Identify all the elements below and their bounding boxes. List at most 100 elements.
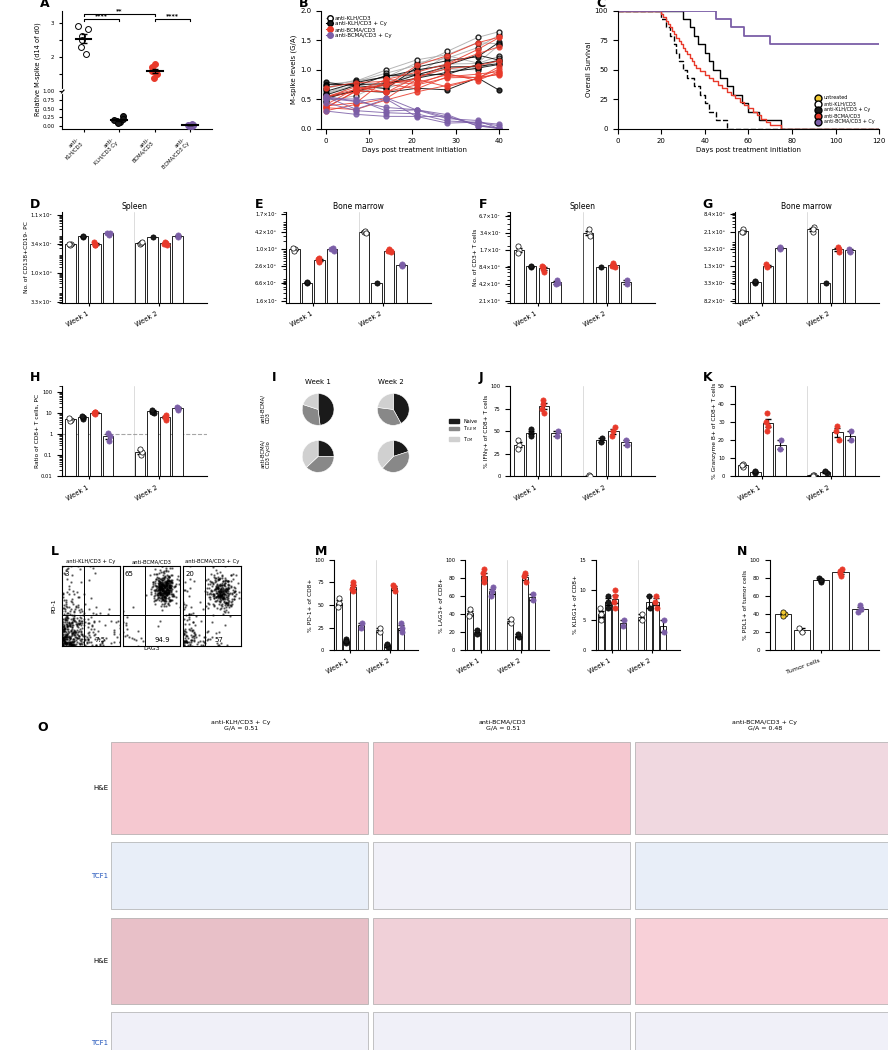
Text: 20: 20: [186, 571, 194, 576]
Point: [813, 813, 828, 830]
Point: [157, 585, 171, 602]
Point: [579, 793, 593, 810]
Point: [182, 609, 196, 626]
Point: [220, 579, 234, 595]
Point: [66, 595, 80, 612]
Point: [816, 943, 830, 960]
Point: [156, 586, 170, 603]
Point: [732, 807, 746, 824]
Point: [288, 757, 302, 774]
Point: [203, 572, 218, 589]
Point: [221, 573, 235, 590]
Text: anti-KLH/CD3 + Cy
G/A = 0.51: anti-KLH/CD3 + Cy G/A = 0.51: [211, 719, 271, 731]
Point: [199, 597, 213, 614]
Point: [833, 769, 847, 785]
Point: [146, 228, 160, 245]
Point: [59, 608, 74, 625]
Point: [486, 939, 500, 956]
Point: [707, 762, 721, 779]
Bar: [526, 433, 536, 477]
Bar: [596, 268, 606, 1050]
Point: [67, 603, 81, 620]
Point: [804, 768, 818, 784]
Point: [222, 984, 236, 1001]
Point: [211, 588, 226, 605]
Point: [759, 814, 773, 831]
Point: [567, 953, 582, 970]
Point: [73, 616, 87, 633]
Point: [620, 272, 634, 289]
Point: [122, 628, 136, 645]
Point: [176, 1022, 190, 1038]
Point: [736, 459, 750, 476]
Point: [511, 441, 525, 458]
Point: [567, 929, 582, 946]
Point: [251, 931, 266, 948]
Point: [821, 803, 835, 820]
Point: [421, 941, 435, 958]
Point: [162, 579, 176, 595]
Bar: [78, 236, 88, 1050]
Point: [65, 625, 79, 642]
Point: [606, 427, 620, 444]
Bar: [738, 231, 748, 1050]
Point: [211, 580, 226, 596]
Point: [65, 627, 79, 644]
Point: [217, 589, 231, 606]
Point: [151, 582, 165, 598]
Point: [75, 633, 90, 650]
Point: [760, 404, 774, 421]
Point: [72, 602, 86, 618]
Point: [120, 627, 134, 644]
Point: [152, 576, 166, 593]
Point: [146, 575, 160, 592]
Point: [62, 236, 76, 253]
Point: [186, 628, 200, 645]
Point: [277, 926, 291, 943]
Point: [832, 240, 846, 257]
Point: [217, 576, 231, 593]
Point: [197, 629, 211, 646]
Point: [71, 623, 85, 639]
Point: [68, 632, 83, 649]
Point: [145, 581, 159, 597]
Bar: [160, 244, 170, 1050]
Point: [193, 975, 207, 992]
Point: [60, 621, 75, 637]
Y-axis label: % LAG3+ of CD8+: % LAG3+ of CD8+: [439, 578, 444, 632]
Point: [199, 572, 213, 589]
Point: [135, 968, 149, 985]
Point: [74, 632, 88, 649]
Point: [151, 570, 165, 587]
Point: [814, 750, 829, 766]
Point: [155, 582, 170, 598]
Point: [218, 588, 233, 605]
Point: [63, 634, 77, 651]
Point: [177, 634, 191, 651]
Point: [714, 764, 728, 781]
Point: [455, 983, 469, 1000]
Point: [822, 947, 836, 964]
Text: N: N: [737, 545, 748, 559]
Point: [71, 589, 85, 606]
Point: [179, 627, 194, 644]
Point: [181, 621, 195, 637]
Point: [511, 437, 526, 454]
Bar: [467, 613, 472, 650]
Point: [226, 591, 241, 608]
Point: [64, 628, 78, 645]
Point: [316, 985, 330, 1002]
Point: [757, 810, 771, 826]
Point: [181, 606, 195, 623]
Point: [64, 623, 78, 639]
Point: [153, 971, 167, 988]
Bar: [314, 260, 325, 1050]
Point: [787, 802, 801, 819]
Point: [135, 234, 149, 251]
Point: [153, 584, 167, 601]
Point: [56, 611, 70, 628]
Text: anti-BCMA/CD3 + Cy
G/A = 0.48: anti-BCMA/CD3 + Cy G/A = 0.48: [733, 719, 797, 731]
Point: [192, 627, 206, 644]
Wedge shape: [318, 441, 334, 457]
Point: [64, 633, 78, 650]
